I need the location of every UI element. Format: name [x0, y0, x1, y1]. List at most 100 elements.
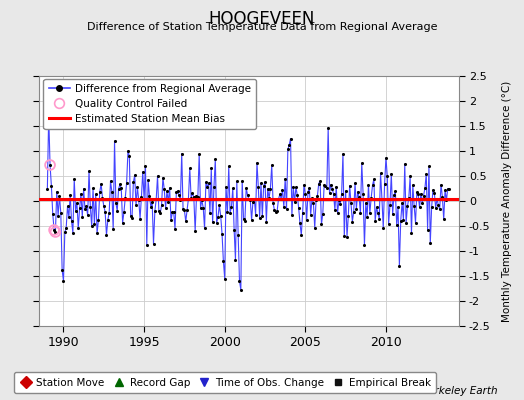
Point	[69, 230, 77, 236]
Point	[330, 191, 338, 197]
Point	[419, 192, 428, 199]
Point	[364, 182, 373, 188]
Point	[216, 213, 225, 219]
Point	[93, 230, 101, 236]
Point	[300, 182, 308, 188]
Point	[85, 168, 93, 174]
Point	[49, 210, 57, 217]
Point	[442, 197, 451, 204]
Point	[425, 163, 433, 170]
Point	[171, 226, 179, 232]
Point	[361, 242, 369, 249]
Point	[123, 180, 131, 186]
Point	[309, 200, 318, 206]
Point	[398, 200, 406, 206]
Point	[181, 218, 190, 224]
Point	[46, 162, 54, 168]
Point	[227, 204, 236, 210]
Point	[344, 213, 353, 219]
Point	[402, 220, 410, 226]
Point	[100, 203, 108, 209]
Point	[169, 208, 178, 215]
Point	[194, 194, 202, 200]
Point	[192, 193, 201, 200]
Point	[242, 185, 250, 191]
Point	[151, 208, 159, 214]
Point	[83, 212, 92, 218]
Point	[296, 220, 304, 226]
Point	[196, 204, 205, 211]
Point	[211, 156, 220, 162]
Point	[125, 153, 134, 159]
Point	[314, 180, 323, 187]
Point	[299, 210, 307, 216]
Point	[106, 178, 115, 184]
Point	[386, 202, 394, 208]
Point	[339, 151, 347, 157]
Point	[161, 205, 170, 211]
Point	[369, 176, 378, 182]
Point	[219, 258, 227, 264]
Point	[160, 186, 168, 193]
Point	[383, 173, 391, 180]
Point	[406, 173, 414, 180]
Legend: Difference from Regional Average, Quality Control Failed, Estimated Station Mean: Difference from Regional Average, Qualit…	[43, 78, 256, 129]
Point	[297, 232, 305, 238]
Point	[325, 190, 334, 196]
Point	[345, 182, 354, 189]
Point	[43, 186, 51, 192]
Point	[116, 181, 124, 188]
Point	[209, 219, 217, 226]
Point	[437, 182, 445, 188]
Point	[175, 192, 183, 198]
Point	[392, 222, 401, 228]
Point	[77, 190, 85, 197]
Point	[111, 138, 119, 144]
Point	[337, 191, 346, 197]
Point	[382, 155, 390, 161]
Point	[95, 189, 104, 195]
Point	[416, 204, 424, 210]
Point	[351, 180, 359, 186]
Point	[145, 193, 154, 200]
Point	[202, 179, 210, 186]
Point	[57, 210, 65, 216]
Point	[292, 184, 300, 190]
Point	[187, 195, 195, 201]
Point	[54, 213, 62, 219]
Point	[225, 163, 233, 170]
Point	[438, 194, 446, 200]
Point	[273, 208, 281, 214]
Point	[137, 194, 146, 200]
Point	[157, 202, 166, 209]
Point	[280, 204, 288, 210]
Point	[130, 172, 139, 178]
Point	[154, 173, 162, 179]
Point	[256, 214, 264, 221]
Point	[347, 200, 355, 206]
Point	[46, 162, 54, 168]
Point	[324, 124, 332, 131]
Point	[218, 230, 226, 237]
Point	[355, 194, 363, 200]
Point	[199, 204, 208, 211]
Point	[409, 182, 417, 188]
Point	[214, 214, 222, 220]
Point	[59, 278, 68, 284]
Point	[206, 210, 214, 216]
Point	[183, 207, 191, 213]
Point	[253, 160, 261, 166]
Point	[86, 204, 94, 210]
Point	[259, 183, 268, 189]
Point	[136, 215, 144, 222]
Point	[317, 221, 325, 228]
Point	[271, 209, 280, 215]
Point	[133, 184, 141, 190]
Point	[212, 220, 221, 226]
Point	[342, 188, 350, 194]
Point	[257, 180, 265, 186]
Point	[254, 184, 263, 190]
Point	[395, 262, 403, 269]
Point	[302, 216, 311, 223]
Point	[326, 181, 335, 188]
